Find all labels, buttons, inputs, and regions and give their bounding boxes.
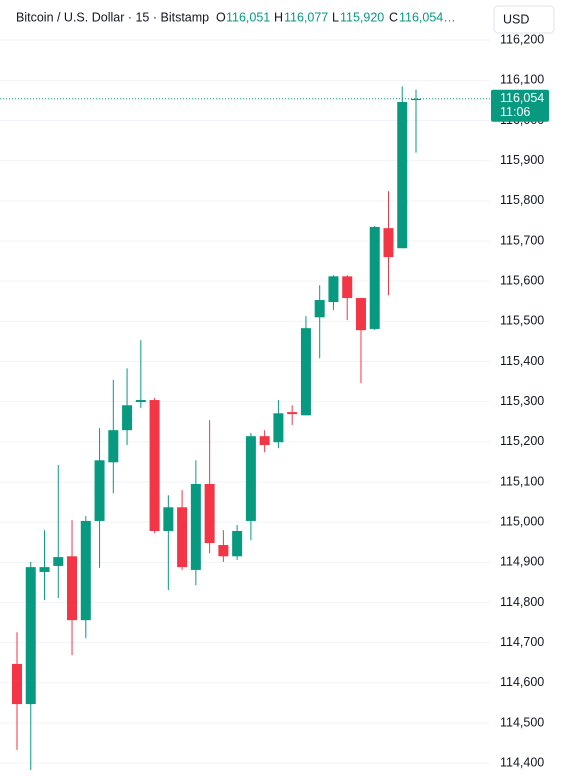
candle-body [190, 483, 201, 570]
y-tick-label: 116,200 [500, 32, 544, 46]
candle-body [328, 276, 339, 303]
y-tick-label: 115,500 [500, 314, 544, 328]
candle-body [355, 298, 366, 331]
y-tick-label: 115,700 [500, 233, 544, 247]
y-tick-label: 115,000 [500, 514, 544, 528]
candle-body [314, 300, 325, 318]
y-tick-label: 115,800 [500, 193, 544, 207]
candle-body [108, 430, 119, 463]
candle-body [342, 276, 353, 299]
y-tick-label: 115,100 [500, 474, 544, 488]
candle-body [218, 545, 229, 557]
candle-body [12, 663, 22, 705]
y-tick-label: 114,400 [500, 755, 544, 769]
candle-body [383, 228, 394, 258]
ohlc-value: 115,920 [340, 10, 384, 24]
y-tick-label: 114,700 [500, 635, 544, 649]
candle-body [204, 483, 215, 544]
candle-body [273, 413, 284, 443]
candle-body [149, 400, 160, 531]
candles [0, 86, 490, 770]
y-tick-label: 114,900 [500, 555, 544, 569]
price-tag [491, 89, 549, 122]
ohlc-key: H [274, 10, 283, 24]
currency-button[interactable] [493, 5, 555, 34]
y-tick-label: 114,600 [500, 675, 544, 689]
candle-body [259, 436, 270, 446]
candle-body [287, 412, 298, 415]
candle-body [80, 520, 91, 621]
y-tick-label: 115,900 [500, 153, 544, 167]
y-tick-label: 114,800 [500, 595, 544, 609]
ohlc-value: 116,077 [284, 10, 328, 24]
ohlc-key: C [389, 10, 398, 24]
candle-body [67, 556, 78, 621]
y-tick-label: 115,600 [500, 273, 544, 287]
candle-body [369, 226, 380, 329]
candle-body [177, 507, 188, 568]
ohlc-key: O [216, 10, 226, 24]
candle-body [245, 436, 256, 521]
y-tick-label: 116,100 [500, 73, 544, 87]
price-axis: 114,400 114,500 114,600 114,700 114,800 114,9… [491, 32, 549, 769]
candle-body [411, 98, 421, 101]
y-tick-label: 115,400 [500, 354, 544, 368]
price-tag-time: 11:06 [500, 105, 530, 119]
candle-body [39, 567, 50, 572]
y-tick-label: 115,200 [500, 434, 544, 448]
ohlc-value: 116,054… [399, 10, 456, 24]
candle-body [163, 507, 174, 531]
candle-body [25, 567, 36, 705]
ohlc-key: L [332, 10, 339, 24]
ohlc-value: 116,051 [226, 10, 270, 24]
candle-body [232, 530, 243, 557]
price-tag-price: 116,054 [500, 91, 544, 105]
candle-body [397, 102, 408, 249]
y-tick-label: 114,500 [500, 715, 544, 729]
y-tick-label: 115,300 [500, 394, 544, 408]
candle-body [94, 460, 105, 521]
candle-body [300, 328, 311, 416]
symbol: Bitcoin / U.S. Dollar · 15 · Bitstamp [16, 10, 209, 24]
header-bg [0, 0, 490, 32]
candle-body [122, 405, 133, 431]
candle-body [135, 400, 146, 403]
candle-body [53, 557, 64, 566]
currency[interactable]: USD [503, 12, 529, 26]
